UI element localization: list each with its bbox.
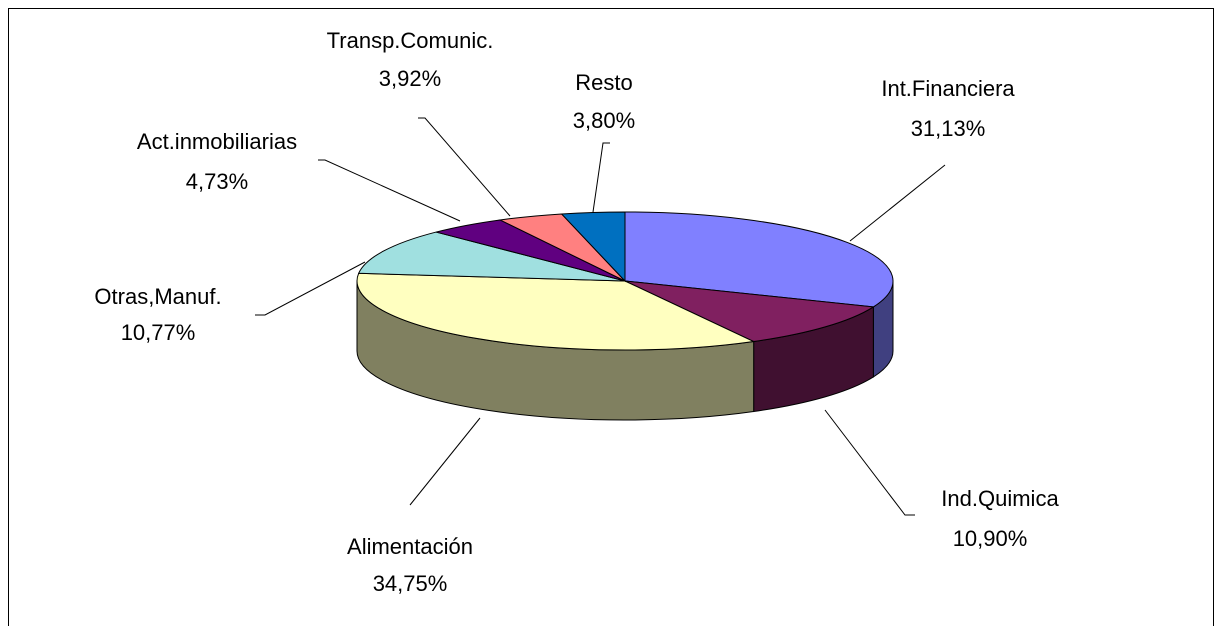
- value-label: 10,90%: [953, 526, 1028, 551]
- value-label: 3,92%: [379, 66, 441, 91]
- leader-line: [409, 417, 481, 506]
- slice-label: Alimentación: [347, 534, 473, 559]
- leader-line: [318, 159, 461, 222]
- value-label: 4,73%: [186, 169, 248, 194]
- slice-label: Act.inmobiliarias: [137, 129, 297, 154]
- leader-line: [849, 164, 946, 242]
- slice: [560, 211, 626, 283]
- value-label: 3,80%: [573, 108, 635, 133]
- slice: [624, 211, 894, 308]
- slice-label: Otras,Manuf.: [94, 284, 221, 309]
- leader-line: [824, 409, 915, 516]
- leader-line: [418, 117, 511, 217]
- slice-label: Transp.Comunic.: [327, 28, 494, 53]
- slice-label: Int.Financiera: [881, 76, 1015, 101]
- slice: [624, 280, 875, 343]
- slice-label: Resto: [575, 70, 632, 95]
- leader-line: [255, 261, 366, 316]
- value-label: 34,75%: [373, 571, 448, 596]
- slice: [357, 231, 626, 282]
- value-label: 10,77%: [121, 320, 196, 345]
- slice: [356, 272, 756, 351]
- value-label: 31,13%: [911, 116, 986, 141]
- slice-label: Ind.Quimica: [941, 486, 1059, 511]
- leader-line: [592, 142, 610, 213]
